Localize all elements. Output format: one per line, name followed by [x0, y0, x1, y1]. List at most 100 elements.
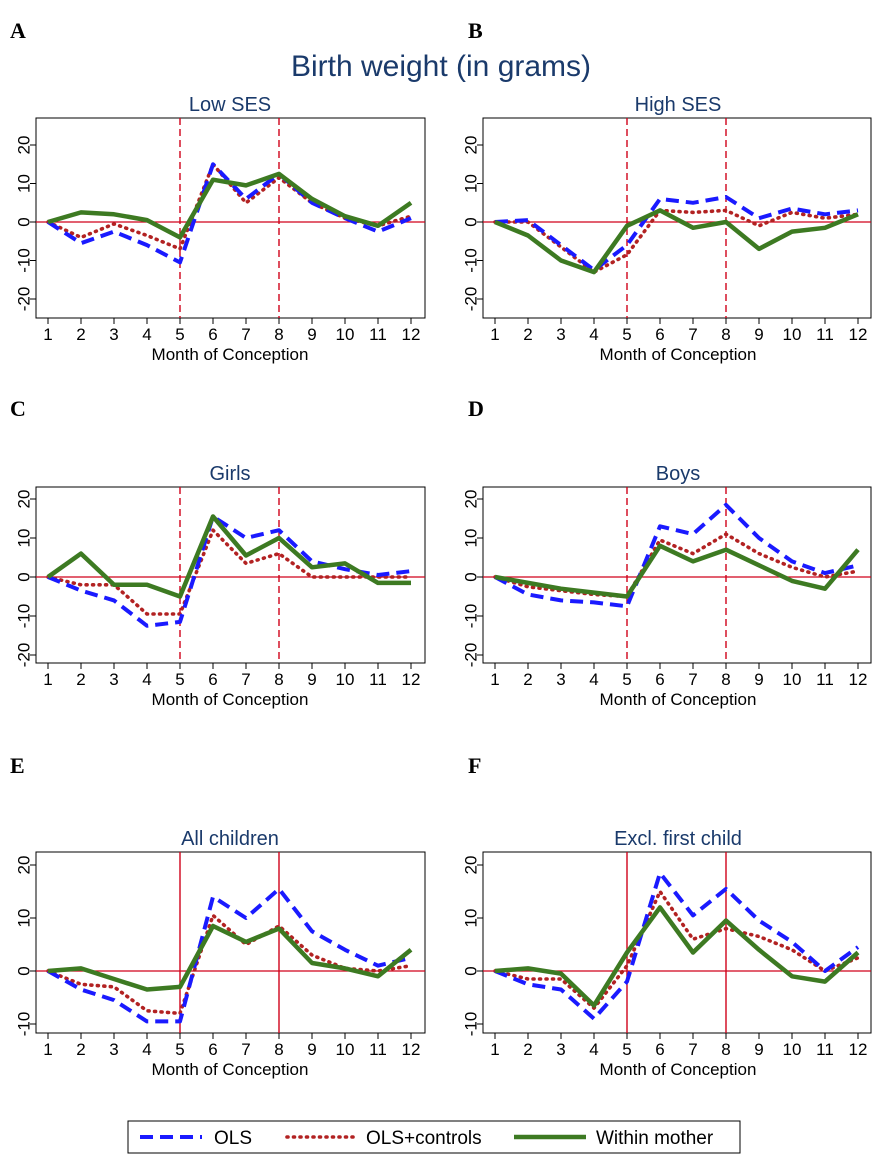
- y-tick-label: 0: [14, 572, 33, 581]
- panel-label: B: [468, 18, 483, 43]
- legend-label-controls: OLS+controls: [366, 1128, 482, 1149]
- series-line-ols: [494, 502, 859, 609]
- x-tick-label: 4: [589, 1040, 598, 1059]
- y-tick-label: 20: [461, 136, 480, 155]
- x-tick-label: 12: [402, 1040, 421, 1059]
- x-tick-label: 2: [523, 325, 532, 344]
- x-axis-label: Month of Conception: [152, 345, 309, 364]
- legend: OLS OLS+controls Within mother: [127, 1120, 741, 1154]
- panel-title: All children: [181, 828, 279, 850]
- x-tick-label: 9: [754, 325, 763, 344]
- x-tick-label: 2: [76, 325, 85, 344]
- x-tick-label: 7: [688, 1040, 697, 1059]
- y-tick-label: -10: [461, 604, 480, 629]
- x-tick-label: 7: [241, 325, 250, 344]
- y-tick-label: 20: [14, 856, 33, 875]
- y-tick-label: 10: [14, 909, 33, 928]
- x-tick-label: 7: [241, 670, 250, 689]
- y-tick-label: -10: [14, 604, 33, 629]
- x-tick-label: 5: [622, 1040, 631, 1059]
- y-tick-label: 10: [461, 174, 480, 193]
- x-tick-label: 12: [402, 670, 421, 689]
- x-tick-label: 4: [589, 670, 598, 689]
- series-line-within: [47, 923, 413, 992]
- x-tick-label: 12: [849, 325, 868, 344]
- x-tick-label: 1: [43, 1040, 52, 1059]
- y-tick-label: 0: [461, 966, 480, 975]
- x-tick-label: 10: [336, 325, 355, 344]
- x-tick-label: 11: [369, 1040, 387, 1059]
- x-tick-label: 1: [43, 670, 52, 689]
- plot-frame: [35, 117, 426, 319]
- x-tick-label: 8: [721, 325, 730, 344]
- x-tick-label: 8: [721, 1040, 730, 1059]
- series-line-controls: [46, 913, 413, 1016]
- series-line-controls: [493, 532, 860, 599]
- x-tick-label: 4: [142, 1040, 151, 1059]
- x-axis-label: Month of Conception: [152, 690, 309, 709]
- x-tick-label: 3: [556, 1040, 565, 1059]
- x-tick-label: 5: [175, 1040, 184, 1059]
- x-axis-label: Month of Conception: [152, 1060, 309, 1079]
- x-tick-label: 5: [622, 670, 631, 689]
- panel-label: E: [10, 753, 25, 778]
- series-line-within: [494, 208, 859, 275]
- x-tick-label: 6: [208, 325, 217, 344]
- series-line-ols: [494, 195, 859, 273]
- panel-title: Excl. first child: [614, 828, 742, 850]
- x-tick-label: 11: [816, 325, 834, 344]
- y-tick-label: 0: [461, 572, 480, 581]
- x-tick-label: 7: [688, 325, 697, 344]
- panel-title: Boys: [656, 463, 700, 485]
- x-tick-label: 10: [783, 670, 802, 689]
- panel-label: A: [10, 18, 26, 43]
- x-tick-label: 9: [307, 670, 316, 689]
- y-tick-label: -20: [14, 643, 33, 668]
- x-tick-label: 1: [490, 670, 499, 689]
- x-tick-label: 5: [622, 325, 631, 344]
- series-line-within: [494, 905, 860, 1008]
- x-tick-label: 6: [655, 670, 664, 689]
- y-tick-label: -10: [461, 248, 480, 273]
- y-tick-label: 0: [461, 217, 480, 226]
- plot-frame: [482, 851, 872, 1034]
- legend-label-ols: OLS: [214, 1128, 252, 1149]
- series-line-within: [494, 543, 860, 599]
- x-tick-label: 5: [175, 325, 184, 344]
- x-tick-label: 11: [369, 325, 387, 344]
- x-tick-label: 2: [523, 670, 532, 689]
- series-line-ols: [47, 886, 412, 1024]
- panel-label: D: [468, 396, 484, 421]
- plot-frame: [482, 486, 872, 664]
- x-tick-label: 1: [43, 325, 52, 344]
- x-tick-label: 12: [849, 1040, 868, 1059]
- x-tick-label: 10: [336, 670, 355, 689]
- y-tick-label: 0: [14, 966, 33, 975]
- x-tick-label: 2: [76, 670, 85, 689]
- x-tick-label: 1: [490, 325, 499, 344]
- x-tick-label: 5: [175, 670, 184, 689]
- series-line-ols: [46, 162, 412, 265]
- x-tick-label: 3: [109, 670, 118, 689]
- x-tick-label: 7: [241, 1040, 250, 1059]
- y-tick-label: 10: [461, 529, 480, 548]
- series-line-controls: [493, 889, 860, 1010]
- x-tick-label: 12: [849, 670, 868, 689]
- x-tick-label: 6: [655, 325, 664, 344]
- x-tick-label: 3: [109, 1040, 118, 1059]
- y-tick-label: -10: [14, 248, 33, 273]
- legend-label-within: Within mother: [596, 1128, 714, 1149]
- panel-title: Low SES: [189, 94, 271, 116]
- y-tick-label: 10: [14, 174, 33, 193]
- main-title: Birth weight (in grams): [291, 50, 591, 83]
- x-tick-label: 4: [142, 325, 151, 344]
- y-tick-label: -20: [461, 643, 480, 668]
- x-tick-label: 2: [523, 1040, 532, 1059]
- x-tick-label: 6: [208, 1040, 217, 1059]
- series-line-ols: [494, 871, 860, 1021]
